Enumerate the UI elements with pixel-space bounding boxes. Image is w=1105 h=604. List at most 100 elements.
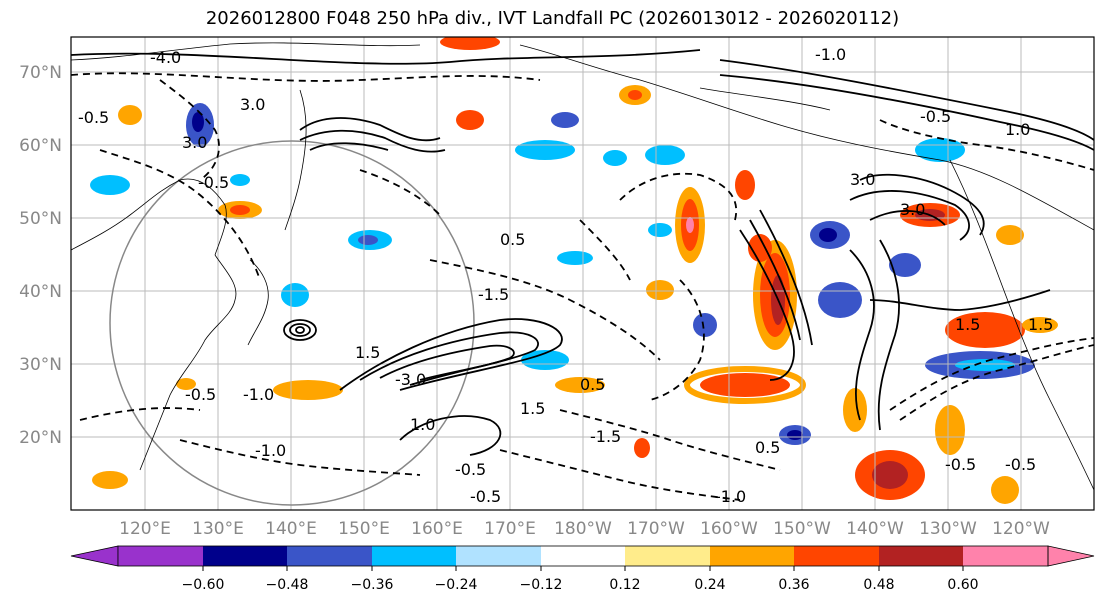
colorbar-bin <box>287 546 372 566</box>
contour-label: 1.5 <box>1028 315 1053 334</box>
div-region <box>603 150 627 166</box>
lon-label: 140°E <box>265 519 317 539</box>
div-region <box>872 461 908 489</box>
div-region <box>521 350 569 370</box>
contour-label: -4.0 <box>150 48 181 67</box>
div-region <box>634 438 650 458</box>
contour-label: 3.0 <box>900 200 925 219</box>
contour-label: 1.5 <box>955 315 980 334</box>
lat-label: 50°N <box>19 209 62 229</box>
contour-label: 0.5 <box>500 230 525 249</box>
div-region <box>273 380 343 400</box>
colorbar-tick-label: −0.60 <box>182 577 225 593</box>
contour-label: -1.0 <box>255 441 286 460</box>
colorbar-bin <box>879 546 963 566</box>
plot-frame <box>70 36 1095 511</box>
lon-label: 120°E <box>119 519 171 539</box>
div-region <box>281 283 309 307</box>
lon-label: 170°W <box>627 519 685 539</box>
div-region <box>645 145 685 165</box>
lat-label: 40°N <box>19 282 62 302</box>
colorbar-tick-label: 0.36 <box>778 577 809 593</box>
colorbar-bin <box>963 546 1048 566</box>
colorbar-max-extend <box>1047 545 1095 567</box>
div-region <box>1022 317 1058 333</box>
colorbar-tick-label: −0.48 <box>266 577 309 593</box>
colorbar-tick-label: 0.24 <box>694 577 725 593</box>
map-title: 2026012800 F048 250 hPa div., IVT Landfa… <box>205 8 900 29</box>
div-region <box>646 280 674 300</box>
div-region <box>819 228 837 242</box>
div-region <box>748 234 772 262</box>
contour-label: 3.0 <box>240 95 265 114</box>
lon-label: 160°W <box>700 519 758 539</box>
lon-label: 150°W <box>773 519 831 539</box>
div-region <box>996 225 1024 245</box>
div-region <box>693 313 717 337</box>
contour-label: 3.0 <box>850 170 875 189</box>
contour-label: -0.5 <box>455 460 486 479</box>
contour-label: -1.5 <box>478 285 509 304</box>
colorbar-bin <box>794 546 879 566</box>
colorbar-bin <box>625 546 710 566</box>
contours <box>71 49 1094 501</box>
colorbar-tick-label: 0.48 <box>863 577 894 593</box>
contour-label: -1.0 <box>243 385 274 404</box>
contour-label: 0.5 <box>755 438 780 457</box>
colorbar-bin <box>456 546 541 566</box>
div-region <box>192 112 204 132</box>
div-region <box>176 378 196 390</box>
contour-label: 0.5 <box>580 375 605 394</box>
contour-label: -0.5 <box>945 455 976 474</box>
contour-label: -0.5 <box>470 487 501 506</box>
lat-label: 70°N <box>19 63 62 83</box>
div-region <box>945 312 1025 348</box>
div-region <box>230 205 250 215</box>
div-region <box>843 388 867 432</box>
div-region <box>358 235 378 245</box>
contour-label: -3.0 <box>395 370 426 389</box>
div-region <box>686 217 694 233</box>
lon-label: 170°E <box>484 519 536 539</box>
lat-label: 60°N <box>19 136 62 156</box>
div-region <box>735 170 755 200</box>
div-region <box>628 90 642 100</box>
colorbar-tick-label: −0.12 <box>520 577 563 593</box>
div-region <box>92 471 128 489</box>
colorbar-tick-label: −0.36 <box>351 577 394 593</box>
lon-label: 140°W <box>846 519 904 539</box>
contour-label: 1.5 <box>355 343 380 362</box>
contour-label: -0.5 <box>920 107 951 126</box>
colorbar-bin <box>372 546 456 566</box>
div-region <box>551 112 579 128</box>
div-region <box>555 377 605 393</box>
colorbar-bin <box>710 546 794 566</box>
colorbar: −0.60 −0.48 −0.36 −0.24 −0.12 0.12 0.24 … <box>70 545 1095 593</box>
contour-label: -0.5 <box>185 385 216 404</box>
lon-label: 120°W <box>992 519 1050 539</box>
contour-label: 1.5 <box>520 399 545 418</box>
contour-label: -1.5 <box>590 427 621 446</box>
div-region <box>118 105 142 125</box>
colorbar-bin <box>541 546 625 566</box>
colorbar-frame <box>117 545 1049 567</box>
div-region <box>915 138 965 162</box>
lon-label: 130°E <box>192 519 244 539</box>
div-region <box>955 359 1015 371</box>
contour-label: -1.0 <box>815 45 846 64</box>
lat-label: 30°N <box>19 355 62 375</box>
div-region <box>648 223 672 237</box>
colorbar-tick-label: 0.12 <box>609 577 640 593</box>
gridlines <box>71 37 1094 510</box>
colorbar-min-extend <box>70 545 119 567</box>
lon-label: 150°E <box>338 519 390 539</box>
contour-label: 1.0 <box>1005 120 1030 139</box>
contour-label: 1.0 <box>410 415 435 434</box>
div-region <box>889 253 921 277</box>
colorbar-ticks <box>202 566 964 571</box>
div-region <box>456 110 484 130</box>
colorbar-bin <box>203 546 287 566</box>
div-region <box>818 282 862 318</box>
lon-label: 130°W <box>919 519 977 539</box>
